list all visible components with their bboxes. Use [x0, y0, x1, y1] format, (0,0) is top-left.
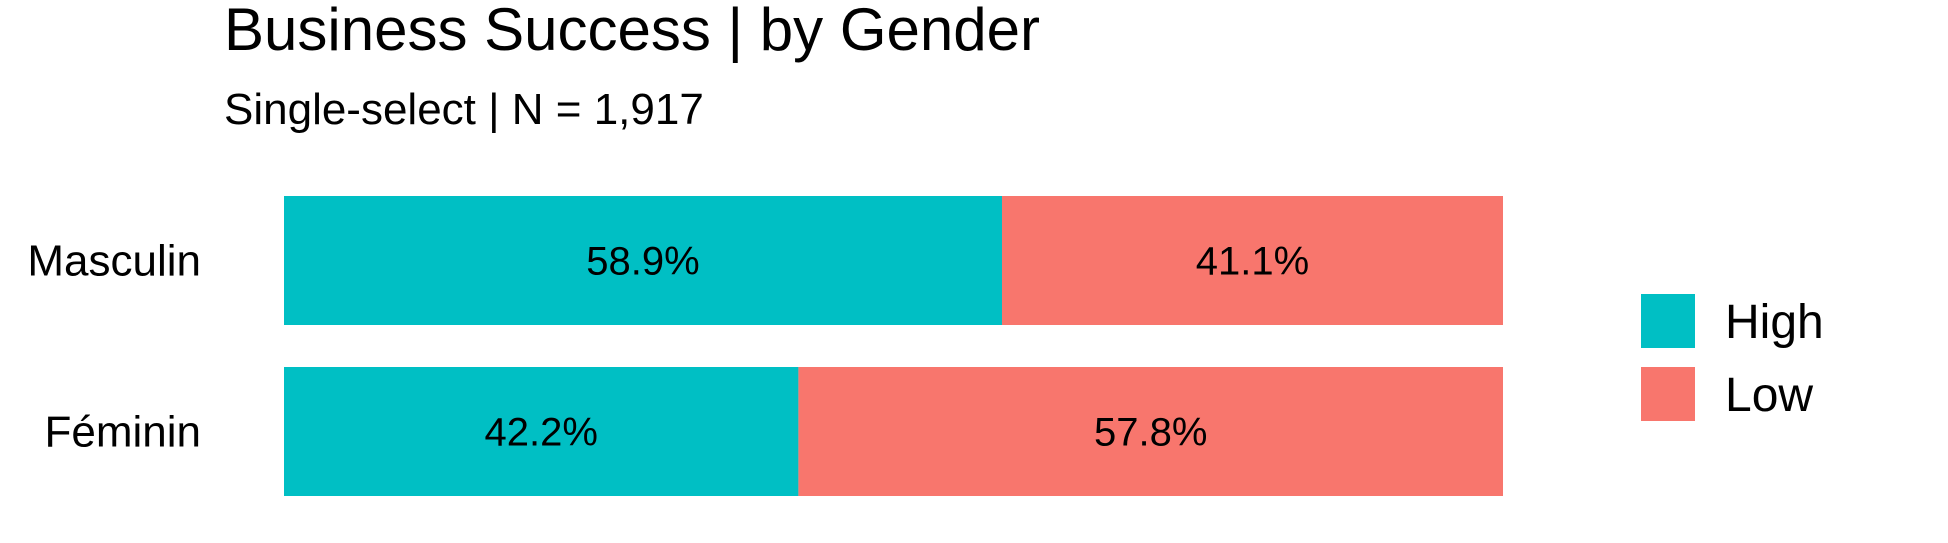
legend-label-high: High — [1725, 296, 1824, 349]
category-label-feminin: Féminin — [45, 408, 202, 457]
bar-segment-high-masculin — [284, 196, 1002, 325]
data-label-high-masculin: 58.9% — [586, 240, 699, 284]
bar-segment-low-masculin — [1001, 196, 1503, 325]
legend-key-low — [1641, 367, 1695, 421]
data-label-low-masculin: 41.1% — [1196, 240, 1309, 284]
data-label-low-feminin: 57.8% — [1094, 411, 1207, 455]
category-label-masculin: Masculin — [27, 237, 201, 286]
data-label-high-feminin: 42.2% — [484, 411, 597, 455]
bar-segment-low-feminin — [798, 367, 1503, 496]
chart-title: Business Success | by Gender — [224, 0, 1040, 63]
legend-key-high — [1641, 294, 1695, 348]
chart-subtitle: Single-select | N = 1,917 — [224, 85, 704, 134]
bar-segment-high-feminin — [284, 367, 799, 496]
legend-label-low: Low — [1725, 369, 1813, 422]
plot-area: Masculin 58.9% 41.1% Féminin 42.2% 57.8% — [27, 196, 1503, 496]
legend: High Low — [1641, 294, 1824, 422]
